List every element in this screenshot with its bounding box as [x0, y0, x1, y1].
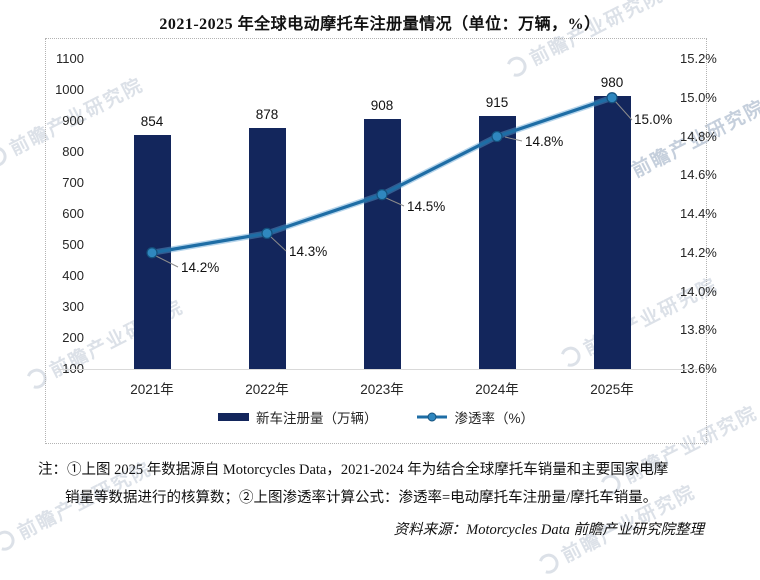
y-axis-right-tick: 14.4%: [680, 206, 717, 221]
x-axis-baseline: [58, 369, 698, 370]
x-axis-label: 2023年: [360, 382, 404, 397]
y-axis-left-tick: 300: [62, 299, 84, 314]
bar-2023年: [363, 118, 401, 369]
y-axis-left-tick: 400: [62, 268, 84, 283]
chart-legend: 新车注册量（万辆） 渗透率（%）: [46, 407, 706, 427]
line-value-label: 14.3%: [289, 244, 328, 259]
watermark-logo-icon: [0, 142, 10, 170]
footnote-line-1: 注：①上图 2025 年数据源自 Motorcycles Data，2021-2…: [38, 462, 669, 478]
bar-2025年: [593, 96, 631, 369]
y-axis-left-tick: 600: [62, 206, 84, 221]
chart-footnote: 注：①上图 2025 年数据源自 Motorcycles Data，2021-2…: [38, 456, 738, 512]
chart-plot-area: 1100 1000 900 800 700 600 500 400 300 200 100 15.2%…: [45, 38, 717, 444]
watermark-logo-icon: [534, 549, 562, 577]
y-axis-right-tick: 14.8%: [680, 128, 717, 144]
legend-item-bar: 新车注册量（万辆）: [217, 407, 378, 427]
y-axis-left-tick: 200: [62, 330, 84, 345]
line-value-label: 14.2%: [181, 260, 220, 275]
x-axis-label: 2021年: [130, 382, 174, 397]
bar-legend-swatch-icon: [217, 413, 249, 421]
bar-value-label: 915: [485, 95, 509, 111]
line-value-label: 14.5%: [407, 199, 446, 214]
line-value-label: 15.0%: [634, 112, 673, 127]
bar-2022年: [248, 127, 286, 369]
legend-label: 渗透率（%）: [454, 411, 534, 426]
bar-value-label: 878: [255, 106, 279, 122]
line-value-label: 14.8%: [525, 134, 564, 149]
bar-value-label: 980: [600, 75, 624, 91]
y-axis-right-tick: 13.8%: [680, 322, 717, 338]
x-axis-label: 2024年: [475, 382, 519, 397]
y-axis-left-tick: 700: [62, 175, 84, 190]
watermark-logo-icon: [0, 526, 18, 554]
bar-2024年: [478, 116, 516, 369]
y-axis-left-tick: 1100: [56, 51, 84, 66]
data-source: 资料来源：Motorcycles Data 前瞻产业研究院整理: [393, 522, 704, 538]
bar-value-label: 908: [370, 97, 394, 113]
y-axis-right-tick: 14.2%: [680, 244, 717, 260]
y-axis-right-tick: 15.0%: [680, 89, 717, 105]
y-axis-left-tick: 100: [62, 361, 84, 376]
chart-title: 2021-2025 年全球电动摩托车注册量情况（单位：万辆，%）: [159, 16, 601, 33]
line-legend-swatch-icon: [417, 412, 448, 422]
y-axis-right-tick: 15.2%: [680, 51, 717, 66]
y-axis-right-tick: 14.6%: [680, 167, 717, 183]
y-axis-left-tick: 1000: [55, 82, 84, 97]
legend-item-line: 渗透率（%）: [417, 407, 534, 427]
footnote-line-2: 销量等数据进行的核算数；②上图渗透率计算公式：渗透率=电动摩托车注册量/摩托车销…: [65, 490, 658, 506]
legend-label: 新车注册量（万辆）: [255, 411, 378, 426]
y-axis-left-tick: 900: [62, 113, 84, 128]
bar-2021年: [133, 135, 171, 369]
x-axis-label: 2022年: [245, 382, 289, 397]
y-axis-right-tick: 13.6%: [680, 361, 717, 376]
y-axis-right-tick: 14.0%: [680, 283, 717, 299]
y-axis-left-tick: 800: [62, 144, 84, 159]
y-axis-left-tick: 500: [62, 237, 84, 252]
bar-value-label: 854: [140, 114, 164, 130]
x-axis-label: 2025年: [590, 382, 634, 397]
